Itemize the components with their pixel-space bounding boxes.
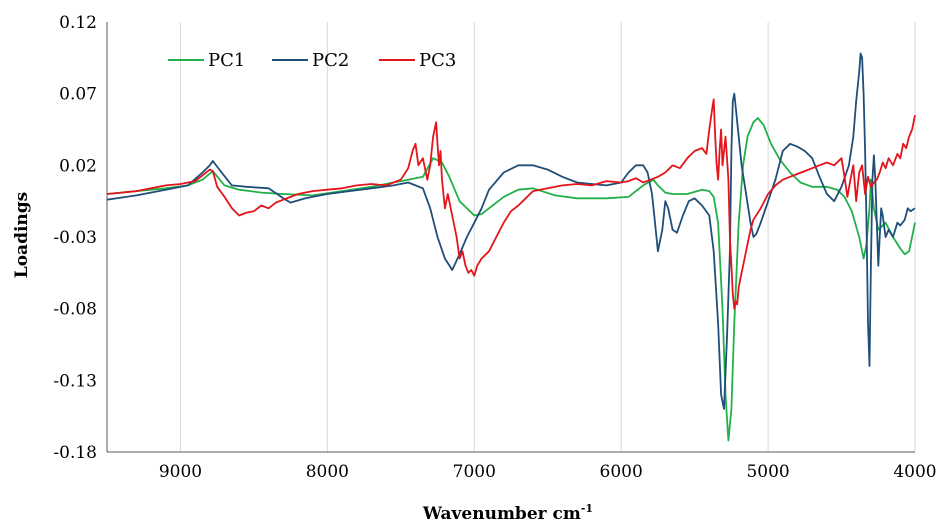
x-tick-label: 9000	[159, 462, 202, 482]
legend-label-pc3: PC3	[419, 50, 456, 71]
x-axis-title-superscript: -1	[581, 502, 593, 515]
legend: PC1 PC2 PC3	[168, 50, 456, 71]
x-tick-label: 7000	[453, 462, 496, 482]
x-tick-label: 5000	[746, 462, 789, 482]
y-axis-title: Loadings	[12, 192, 32, 278]
x-tick-label: 8000	[306, 462, 349, 482]
y-tick-label: 0.12	[59, 13, 97, 33]
axes	[106, 22, 915, 453]
series-line-pc3	[106, 98, 916, 310]
series-line-pc2	[106, 52, 916, 410]
x-axis-title: Wavenumber cm-1	[422, 502, 593, 524]
x-tick-label: 4000	[893, 462, 936, 482]
legend-label-pc1: PC1	[208, 50, 245, 71]
x-tick-labels: 9000 8000 7000 6000 5000 4000	[159, 462, 936, 482]
x-tick-label: 6000	[600, 462, 643, 482]
y-tick-label: -0.08	[53, 300, 97, 320]
y-tick-label: 0.02	[59, 156, 97, 176]
y-tick-label: 0.07	[59, 85, 97, 105]
series-lines	[106, 52, 916, 442]
y-tick-labels: 0.12 0.07 0.02 -0.03 -0.08 -0.13 -0.18	[53, 13, 97, 463]
y-tick-label: -0.18	[53, 443, 97, 463]
series-line-pc1	[106, 117, 916, 442]
legend-label-pc2: PC2	[312, 50, 349, 71]
y-tick-label: -0.03	[53, 228, 97, 248]
x-axis-title-text: Wavenumber cm	[422, 504, 581, 524]
grid-lines	[179, 22, 916, 452]
y-tick-label: -0.13	[53, 371, 97, 391]
